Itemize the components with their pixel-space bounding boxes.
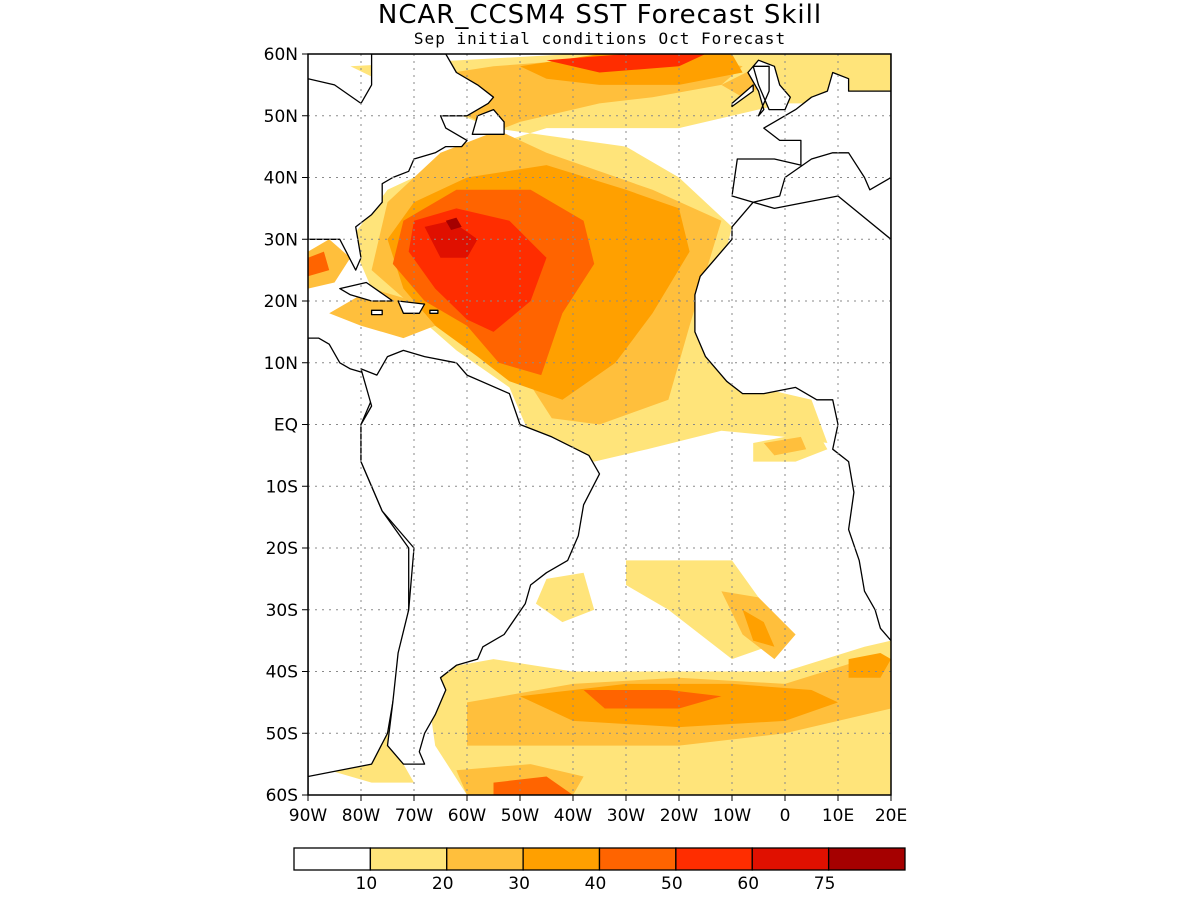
lon-tick-label: 70W (395, 806, 434, 826)
land-7 (397, 300, 426, 314)
skill-region-6 (445, 217, 462, 230)
skill-region-10 (308, 251, 330, 277)
colorbar-swatch (827, 847, 906, 871)
skill-region-5 (424, 220, 478, 258)
lat-tick-label: 60S (266, 786, 298, 806)
colorbar-swatch (675, 847, 753, 871)
skill-region-18 (583, 690, 722, 709)
lon-tick-label: 10W (713, 806, 752, 826)
land-1 (360, 349, 601, 765)
land-8 (429, 309, 439, 314)
lat-tick-label: 20N (264, 292, 298, 312)
colorbar-swatch (369, 847, 448, 871)
lat-tick-label: 50S (266, 724, 298, 744)
grid-lines (308, 54, 891, 795)
lon-tick-label: 80W (342, 806, 381, 826)
land-12 (658, 23, 716, 35)
land-4 (308, 54, 495, 271)
lat-tick-label: 50N (264, 107, 298, 127)
colorbar-swatch (446, 847, 524, 871)
lat-tick-label: 60N (264, 45, 298, 65)
lat-tick-label: 40S (266, 663, 298, 683)
lat-tick-label: EQ (274, 416, 298, 436)
colorbar-label: 30 (508, 874, 530, 894)
colorbar-swatch (293, 847, 372, 871)
lat-tick-label: 30S (266, 601, 298, 621)
colorbar-swatch (751, 847, 830, 871)
lat-tick-label: 20S (266, 539, 298, 559)
lon-tick-label: 30W (607, 806, 646, 826)
colorbar-label: 60 (737, 874, 759, 894)
lon-tick-label: 40W (554, 806, 593, 826)
skill-region-21 (493, 776, 573, 795)
lat-tick-label: 30N (264, 230, 298, 250)
lat-tick-label: 10N (264, 354, 298, 374)
lon-tick-label: 10E (822, 806, 854, 826)
lon-tick-label: 20E (875, 806, 907, 826)
lon-tick-label: 60W (448, 806, 487, 826)
colorbar: 10 20 30 40 50 60 75 (293, 847, 906, 894)
colorbar-swatch (598, 847, 677, 871)
page-subtitle: Sep initial conditions Oct Forecast (413, 29, 787, 48)
land-9 (370, 309, 383, 316)
lon-tick-labels: 90W 80W 70W 60W 50W 40W 30W 20W 10W 0 10E 20E (289, 795, 907, 826)
page-title: NCAR_CCSM4 SST Forecast Skill (377, 0, 823, 30)
colorbar-label: 50 (661, 874, 683, 894)
lat-tick-label: 10S (266, 477, 298, 497)
land-2 (694, 54, 891, 642)
lat-tick-labels: 60N 50N 40N 30N 20N 10N EQ 10S 20S 30S 40S 50S 60S (264, 45, 308, 806)
lon-tick-label: 90W (289, 806, 328, 826)
land-3 (731, 71, 891, 203)
skill-region-25 (535, 572, 595, 623)
lon-tick-label: 20W (660, 806, 699, 826)
skill-region-9 (308, 239, 351, 289)
skill-region-19 (848, 653, 891, 678)
land-10 (731, 84, 754, 108)
colorbar-label: 20 (432, 874, 454, 894)
colorbar-label: 10 (356, 874, 378, 894)
skill-region-24 (742, 609, 775, 647)
land-11 (747, 59, 791, 117)
land-masses (308, 23, 891, 795)
colorbar-swatch (522, 847, 601, 871)
lon-tick-label: 50W (501, 806, 540, 826)
land-6 (339, 281, 394, 302)
colorbar-label: 40 (585, 874, 607, 894)
colorbar-label: 75 (814, 874, 836, 894)
skill-region-8 (546, 54, 706, 73)
lat-tick-label: 40N (264, 169, 298, 189)
lon-tick-label: 0 (780, 806, 791, 826)
